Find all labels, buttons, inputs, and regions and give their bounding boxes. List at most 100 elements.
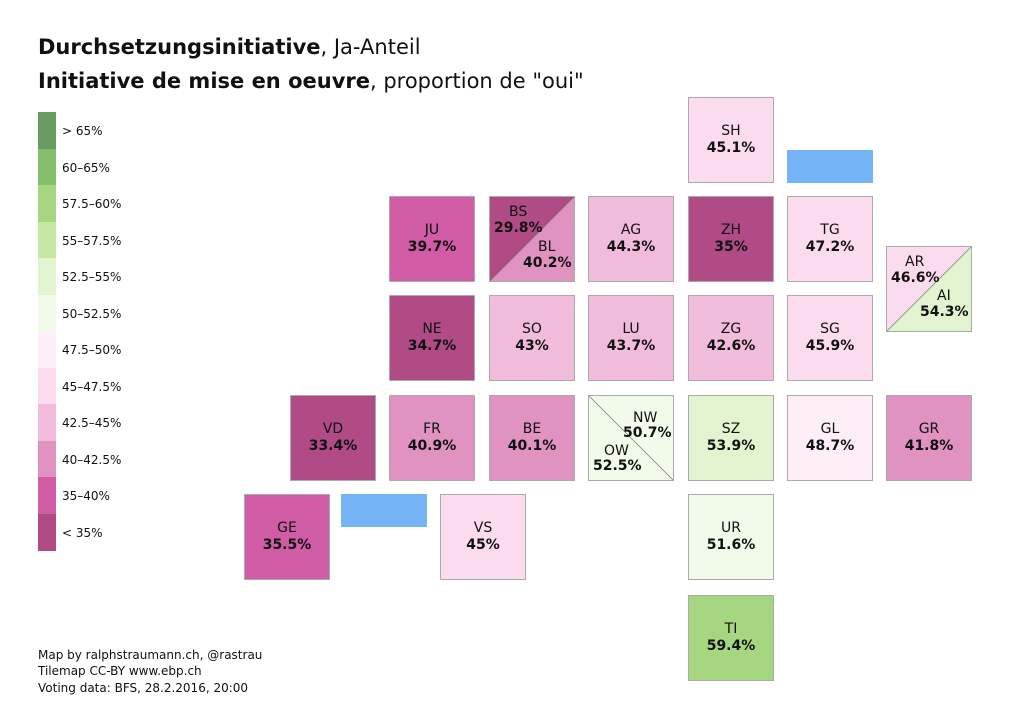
canton-value: 41.8%	[904, 438, 954, 454]
canton-code: LU	[622, 321, 640, 337]
canton-value: 44.3%	[606, 239, 656, 255]
canton-code: VD	[322, 421, 344, 437]
canton-code: ZG	[720, 321, 742, 337]
legend-swatch	[38, 440, 56, 478]
legend-label: 55–57.5%	[62, 233, 122, 248]
title-de-rest: , Ja-Anteil	[320, 35, 421, 59]
canton-tile-sh: SH 45.1%	[688, 97, 774, 183]
map-title-de: Durchsetzungsinitiative, Ja-Anteil	[38, 35, 421, 59]
canton-value: 53.9%	[706, 438, 756, 454]
canton-code: VS	[473, 520, 493, 536]
canton-value-ow: 52.5%	[593, 458, 642, 474]
canton-value: 33.4%	[308, 438, 358, 454]
canton-code: FR	[423, 421, 441, 437]
canton-tile-ar-ai: AR 46.6% AI 54.3%	[886, 246, 972, 332]
canton-code-nw: NW	[633, 410, 658, 426]
canton-code: AG	[620, 222, 642, 238]
canton-code: SO	[522, 321, 542, 337]
canton-code: SZ	[721, 421, 741, 437]
canton-value: 40.1%	[507, 438, 557, 454]
canton-tile-ti: TI 59.4%	[688, 595, 774, 681]
legend-label: 42.5–45%	[62, 416, 122, 430]
canton-code-ar: AR	[905, 254, 925, 270]
legend-label: 40–42.5%	[62, 452, 122, 467]
canton-value-bl: 40.2%	[523, 255, 572, 271]
title-fr-bold: Initiative de mise en oeuvre	[38, 69, 370, 93]
canton-value: 35%	[714, 239, 748, 255]
canton-tile-sg: SG 45.9%	[787, 295, 873, 381]
credit-voting-data: Voting data: BFS, 28.2.2016, 20:00	[38, 681, 249, 695]
canton-tile-vd: VD 33.4%	[290, 395, 376, 481]
canton-value: 45.9%	[805, 338, 855, 354]
canton-code: TG	[820, 222, 840, 238]
canton-code: GR	[918, 421, 940, 437]
credit-tilemap: Tilemap CC-BY www.ebp.ch	[38, 664, 202, 678]
title-de-bold: Durchsetzungsinitiative	[38, 35, 321, 59]
legend-swatch	[38, 294, 56, 332]
canton-tile-be: BE 40.1%	[489, 395, 575, 481]
canton-value: 48.7%	[805, 438, 855, 454]
legend-swatch	[38, 367, 56, 405]
canton-value: 43%	[515, 338, 549, 354]
canton-code: UR	[721, 520, 741, 536]
canton-value: 59.4%	[706, 638, 756, 654]
map-title-fr: Initiative de mise en oeuvre, proportion…	[38, 69, 584, 93]
canton-value: 39.7%	[407, 239, 457, 255]
legend-swatch	[38, 258, 56, 295]
canton-tile-ur: UR 51.6%	[688, 494, 774, 580]
canton-value: 51.6%	[706, 537, 756, 553]
canton-tile-zh: ZH 35%	[688, 196, 774, 282]
lake-constance	[787, 150, 873, 183]
canton-code: JU	[424, 222, 440, 238]
canton-value: 34.7%	[407, 338, 457, 354]
canton-code: NE	[422, 321, 442, 337]
legend-swatch	[38, 221, 56, 259]
canton-code-bl: BL	[538, 239, 556, 255]
canton-code-ow: OW	[604, 443, 629, 459]
legend-swatch	[38, 185, 56, 222]
canton-value-ar: 46.6%	[891, 270, 940, 286]
canton-value-bs: 29.8%	[494, 220, 543, 236]
legend-label: > 65%	[62, 124, 103, 138]
canton-value: 43.7%	[606, 338, 656, 354]
canton-tile-vs: VS 45%	[440, 494, 526, 580]
canton-value: 45.1%	[706, 140, 756, 156]
canton-code: ZH	[720, 222, 742, 238]
canton-code: TI	[724, 621, 738, 637]
canton-value: 40.9%	[407, 438, 457, 454]
legend-label: < 35%	[62, 525, 103, 540]
canton-value-ai: 54.3%	[920, 304, 969, 320]
credit-map: Map by ralphstraumann.ch, @rastrau	[38, 648, 263, 662]
canton-tile-fr: FR 40.9%	[389, 395, 475, 481]
canton-code-bs: BS	[509, 204, 528, 220]
canton-tile-gl: GL 48.7%	[787, 395, 873, 481]
canton-tile-gr: GR 41.8%	[886, 395, 972, 481]
canton-code: GL	[820, 421, 840, 437]
legend-swatch	[38, 148, 56, 186]
canton-tile-bs-bl: BS 29.8% BL 40.2%	[489, 196, 575, 282]
canton-code-ai: AI	[937, 288, 951, 304]
legend-swatch	[38, 112, 56, 149]
canton-tile-ge: GE 35.5%	[244, 494, 330, 580]
title-fr-rest: , proportion de "oui"	[369, 69, 584, 93]
canton-tile-ne: NE 34.7%	[389, 295, 475, 381]
canton-tile-ag: AG 44.3%	[588, 196, 674, 282]
canton-value-nw: 50.7%	[623, 425, 672, 441]
legend-swatch	[38, 404, 56, 441]
canton-value: 35.5%	[262, 537, 312, 553]
legend-label: 52.5–55%	[62, 270, 122, 284]
legend-swatch	[38, 331, 56, 368]
canton-tile-zg: ZG 42.6%	[688, 295, 774, 381]
canton-value: 47.2%	[805, 239, 855, 255]
legend-label: 50–52.5%	[62, 306, 122, 321]
canton-tile-sz: SZ 53.9%	[688, 395, 774, 481]
canton-code: BE	[522, 421, 542, 437]
canton-code: GE	[277, 520, 297, 536]
lake-geneva	[341, 494, 427, 527]
canton-code: SG	[820, 321, 840, 337]
canton-value: 45%	[466, 537, 500, 553]
legend-label: 45–47.5%	[62, 379, 122, 394]
canton-tile-ju: JU 39.7%	[389, 196, 475, 282]
legend-swatch	[38, 477, 56, 514]
canton-tile-nw-ow: NW 50.7% OW 52.5%	[588, 395, 674, 481]
